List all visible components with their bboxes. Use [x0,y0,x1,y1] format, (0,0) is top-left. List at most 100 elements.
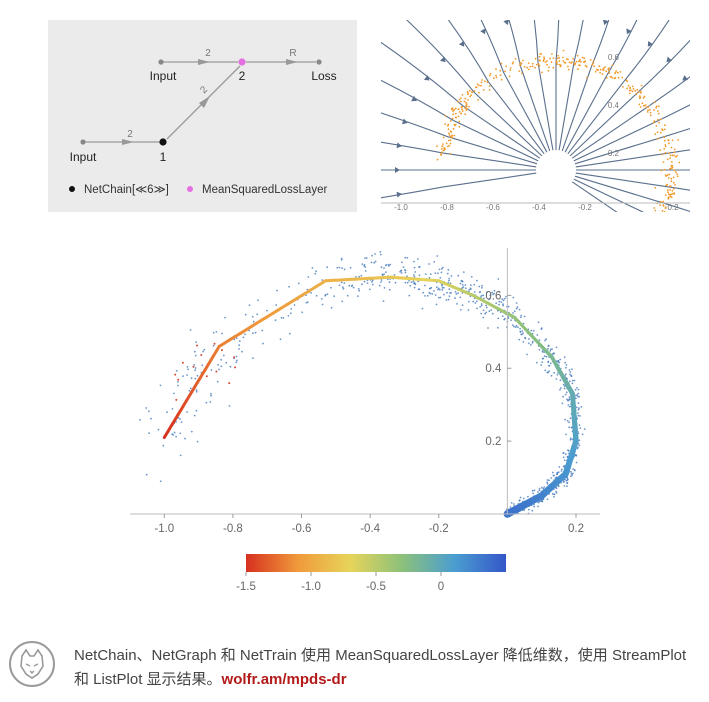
scatter-point [547,347,549,350]
scatter-point [336,266,339,269]
scatter-point [490,309,492,311]
stream-point [448,134,451,136]
stream-point [668,152,670,155]
stream-point [663,148,666,150]
stream-point [675,155,677,158]
stream-point [591,63,594,66]
scatter-point [310,292,312,294]
scatter-point [228,405,231,407]
scatter-point [301,311,304,314]
scatter-point [190,430,193,433]
scatter-point [564,361,567,364]
scatter-point [559,379,562,382]
scatter-point [569,437,572,440]
node-label-2: 2 [239,69,246,83]
scatter-point [482,294,485,297]
stream-point [572,57,574,60]
scatter-point [473,291,476,293]
streamline [381,141,443,154]
scatter-point [342,287,345,290]
colorbar-tick-label: -0.5 [366,581,386,593]
stream-point [471,91,474,94]
scatter-point [553,493,555,496]
scatter-point [234,366,237,369]
stream-point [663,210,666,212]
caption-link[interactable]: wolfr.am/mpds-dr [221,671,347,688]
streamline [381,41,464,107]
main-chart-svg: -1.0 -0.8 -0.6 -0.4 -0.2 0.20.20.40.6 -1.5 -1.… [130,248,600,593]
stream-point [436,158,439,161]
scatter-point [450,275,453,277]
stream-point [663,136,666,139]
stream-point [676,154,678,157]
scatter-point [439,276,442,279]
scatter-point [382,300,385,302]
scatter-point [430,286,433,289]
scatter-point [380,281,382,283]
scatter-point [528,338,530,340]
stream-point [445,142,448,145]
scatter-point [526,353,528,356]
streamline [480,20,505,74]
scatter-point [569,373,571,376]
scatter-point [321,303,324,306]
streamline [665,127,690,137]
scatter-point [570,475,572,478]
scatter-point [364,270,367,272]
stream-point [642,96,645,99]
scatter-point [537,321,540,324]
stream-point [500,78,503,81]
scatter-point [546,498,549,501]
stream-point [664,174,667,176]
scatter-point [467,309,470,311]
scatter-point [361,263,364,265]
scatter-point [501,315,504,317]
stream-point [541,71,543,74]
scatter-point [561,402,564,405]
stream-point [528,68,530,71]
scatter-point [418,266,420,268]
scatter-point [409,284,412,287]
scatter-point [184,437,186,440]
stream-point [468,105,470,108]
scatter-point [194,367,197,369]
streamline [381,186,443,199]
scatter-point [416,258,419,260]
scatter-point [527,495,529,498]
stream-point [669,189,671,191]
stream-point [466,90,469,93]
stream-point [521,72,523,75]
stream-point [486,81,489,84]
stream-point [449,142,452,145]
stream-point [654,133,657,136]
stream-point [610,75,613,78]
scatter-point [564,393,567,396]
scatter-point [439,296,442,299]
stream-point [461,110,464,112]
scatter-point [482,309,485,312]
scatter-point [556,473,558,475]
stream-point [660,200,662,203]
scatter-point [341,300,344,303]
stream-point [547,69,550,72]
stream-point [597,69,599,71]
scatter-point [479,306,482,308]
stream-point [678,161,681,164]
scatter-point [385,271,387,273]
scatter-point [493,289,496,292]
scatter-point [566,479,569,482]
scatter-point [454,290,457,293]
scatter-point [537,505,539,508]
scatter-point [455,293,458,295]
stream-point [594,70,597,73]
stream-point [575,60,578,63]
stream-point [441,145,444,148]
stream-point [551,53,553,55]
scatter-point [363,265,365,267]
scatter-point [545,338,547,341]
stream-point [655,125,658,127]
scatter-point [445,299,448,301]
scatter-point [517,326,519,328]
scatter-point [544,369,547,372]
stream-point [656,131,659,134]
